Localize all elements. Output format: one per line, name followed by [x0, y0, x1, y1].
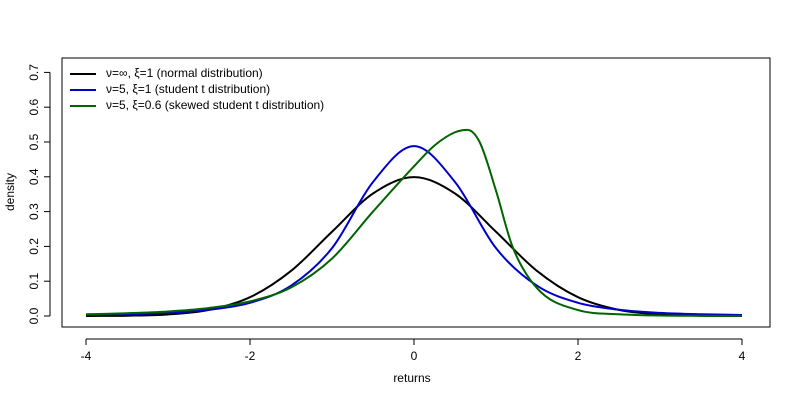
y-tick-label: 0.6 — [27, 99, 41, 116]
x-tick-label: -4 — [81, 349, 92, 363]
y-tick-label: 0.5 — [27, 133, 41, 150]
legend-label: ν=∞, ξ=1 (normal distribution) — [106, 66, 263, 80]
plot-area — [85, 128, 743, 317]
legend: ν=∞, ξ=1 (normal distribution) ν=5, ξ=1 (… — [70, 66, 324, 112]
y-tick-label: 0.7 — [27, 64, 41, 81]
x-tick-label: 4 — [739, 349, 746, 363]
y-tick-label: 0.1 — [27, 273, 41, 290]
y-tick-label: 0.0 — [27, 307, 41, 324]
y-axis-title: density — [3, 173, 17, 211]
y-tick-label: 0.3 — [27, 203, 41, 220]
x-tick-label: -2 — [245, 349, 256, 363]
legend-label: ν=5, ξ=0.6 (skewed student t distributio… — [106, 98, 324, 112]
axes: -4 -2 0 2 4 0.0 0.1 0.2 0.3 0.4 0.5 0.6 0.7 — [27, 57, 771, 363]
x-tick-label: 2 — [575, 349, 582, 363]
series-line-2 — [85, 145, 743, 316]
legend-label: ν=5, ξ=1 (student t distribution) — [106, 82, 270, 96]
y-tick-label: 0.2 — [27, 238, 41, 255]
plot-frame — [61, 57, 771, 328]
series-line-3 — [85, 128, 743, 317]
x-tick-label: 0 — [411, 349, 418, 363]
y-tick-label: 0.4 — [27, 168, 41, 185]
series-line-1 — [85, 176, 743, 317]
x-axis-title: returns — [393, 371, 430, 385]
